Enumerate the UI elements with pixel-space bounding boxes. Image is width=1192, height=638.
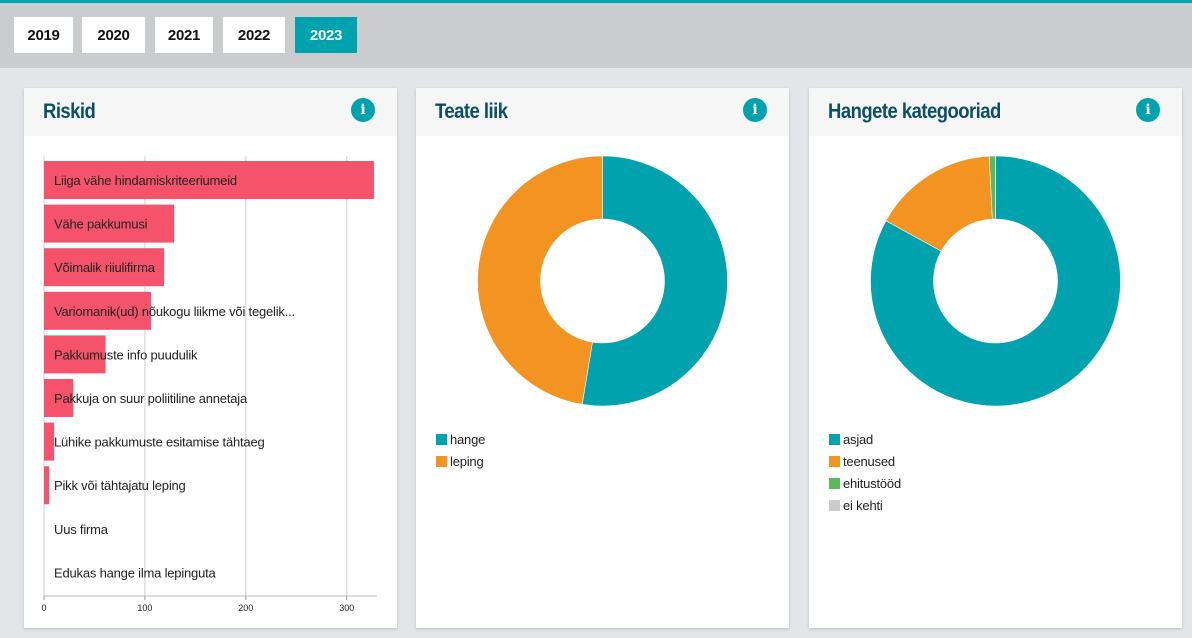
- risk-bar[interactable]: [44, 335, 106, 374]
- risk-bar-label: Edukas hange ilma lepinguta: [54, 565, 217, 580]
- risk-bar[interactable]: [44, 422, 55, 461]
- notice-donut-chart: [477, 155, 728, 407]
- risk-bar[interactable]: [44, 204, 175, 243]
- categories-card: Hangete kategooriad i asjad teenused ehitu…: [809, 88, 1182, 628]
- legend-label: ehitustööd: [843, 475, 901, 491]
- risk-bar-label: Pakkumuste info puudulik: [54, 347, 198, 362]
- legend-swatch: [829, 477, 840, 489]
- legend-swatch: [436, 433, 447, 445]
- donut-slice-asjad[interactable]: [870, 155, 1121, 407]
- legend-label: teenused: [843, 453, 895, 469]
- year-button-2023[interactable]: 2023: [295, 17, 357, 53]
- categories-legend: asjad teenused ehitustööd ei kehti: [829, 428, 901, 516]
- risks-bar-chart: Liiga vähe hindamiskriteeriumeid Vähe pak…: [41, 156, 377, 613]
- x-tick-label: 200: [238, 603, 253, 613]
- info-icon[interactable]: i: [351, 98, 375, 122]
- x-tick-label: 300: [339, 603, 354, 613]
- risks-card-title: Riskid: [43, 100, 96, 123]
- top-accent-line: [0, 0, 1192, 3]
- legend-item[interactable]: ehitustööd: [829, 472, 901, 494]
- risk-bar-label: Pakkuja on suur poliitiline annetaja: [54, 391, 248, 406]
- risk-bar-label: Liiga vähe hindamiskriteeriumeid: [54, 173, 237, 188]
- risks-card-header: Riskid i: [24, 88, 397, 136]
- legend-label: leping: [450, 453, 484, 469]
- info-icon[interactable]: i: [743, 98, 767, 122]
- risk-bar-label: Variomanik(ud) nõukogu liikme või tegeli…: [54, 304, 295, 319]
- donut-slice-leping[interactable]: [477, 155, 603, 405]
- legend-label: ei kehti: [843, 497, 883, 513]
- risk-bar[interactable]: [44, 466, 50, 505]
- year-button-2021[interactable]: 2021: [155, 17, 213, 53]
- risk-bar[interactable]: [44, 291, 151, 330]
- info-icon[interactable]: i: [1136, 98, 1160, 122]
- categories-donut-chart: [870, 155, 1121, 407]
- legend-swatch: [829, 433, 840, 445]
- risk-bar[interactable]: [44, 379, 74, 417]
- categories-card-header: Hangete kategooriad i: [809, 88, 1182, 136]
- legend-item[interactable]: hange: [436, 428, 485, 450]
- x-tick-label: 0: [41, 603, 46, 613]
- notice-legend: hange leping: [436, 428, 485, 472]
- risk-bar-label: Pikk või tähtajatu leping: [54, 478, 186, 493]
- notice-type-card: Teate liik i hange leping: [416, 88, 789, 628]
- risk-bar[interactable]: [44, 248, 165, 287]
- notice-card-header: Teate liik i: [416, 88, 789, 136]
- categories-card-title: Hangete kategooriad: [828, 100, 1001, 123]
- legend-swatch: [829, 499, 840, 511]
- legend-item[interactable]: ei kehti: [829, 494, 901, 516]
- legend-label: hange: [450, 431, 486, 447]
- risk-bar-label: Uus firma: [54, 522, 109, 537]
- risk-bar[interactable]: [44, 161, 374, 199]
- x-tick-label: 100: [137, 603, 152, 613]
- legend-label: asjad: [843, 431, 874, 447]
- legend-item[interactable]: leping: [436, 450, 485, 472]
- legend-item[interactable]: teenused: [829, 450, 901, 472]
- legend-swatch: [829, 455, 840, 467]
- year-button-2019[interactable]: 2019: [14, 17, 73, 53]
- year-button-2020[interactable]: 2020: [82, 17, 145, 53]
- risk-bar-label: Võimalik riiulifirma: [54, 260, 156, 275]
- year-selector-bar: 2019 2020 2021 2022 2023: [0, 3, 1192, 68]
- donut-slice-ehitustööd[interactable]: [988, 155, 996, 220]
- risk-bar-label: Lühike pakkumuste esitamise tähtaeg: [54, 435, 265, 450]
- donut-slice-hange[interactable]: [581, 155, 728, 407]
- legend-item[interactable]: asjad: [829, 428, 901, 450]
- risk-bar-label: Vähe pakkumusi: [54, 217, 148, 232]
- risks-card: Riskid i Liiga vähe hindamiskriteeriumei…: [24, 88, 397, 628]
- notice-card-title: Teate liik: [435, 100, 508, 123]
- legend-swatch: [436, 455, 447, 467]
- year-button-2022[interactable]: 2022: [223, 17, 285, 53]
